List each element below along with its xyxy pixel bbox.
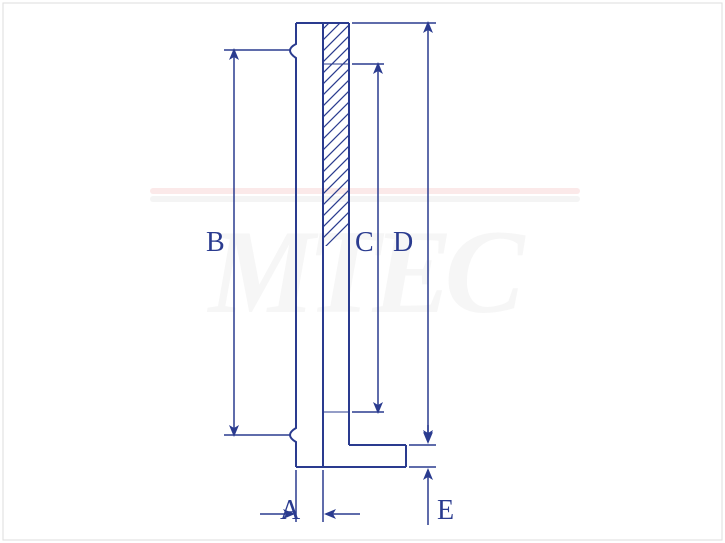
part-outline [290,23,406,467]
label-E: E [437,495,454,527]
dimension-E [409,425,436,525]
label-D: D [393,227,413,259]
label-B: B [206,227,225,259]
label-A: A [280,495,300,527]
dimension-A [260,470,360,522]
dimension-B [224,50,290,435]
label-C: C [355,227,374,259]
drawing-canvas [0,0,725,543]
frame-border [3,3,722,540]
